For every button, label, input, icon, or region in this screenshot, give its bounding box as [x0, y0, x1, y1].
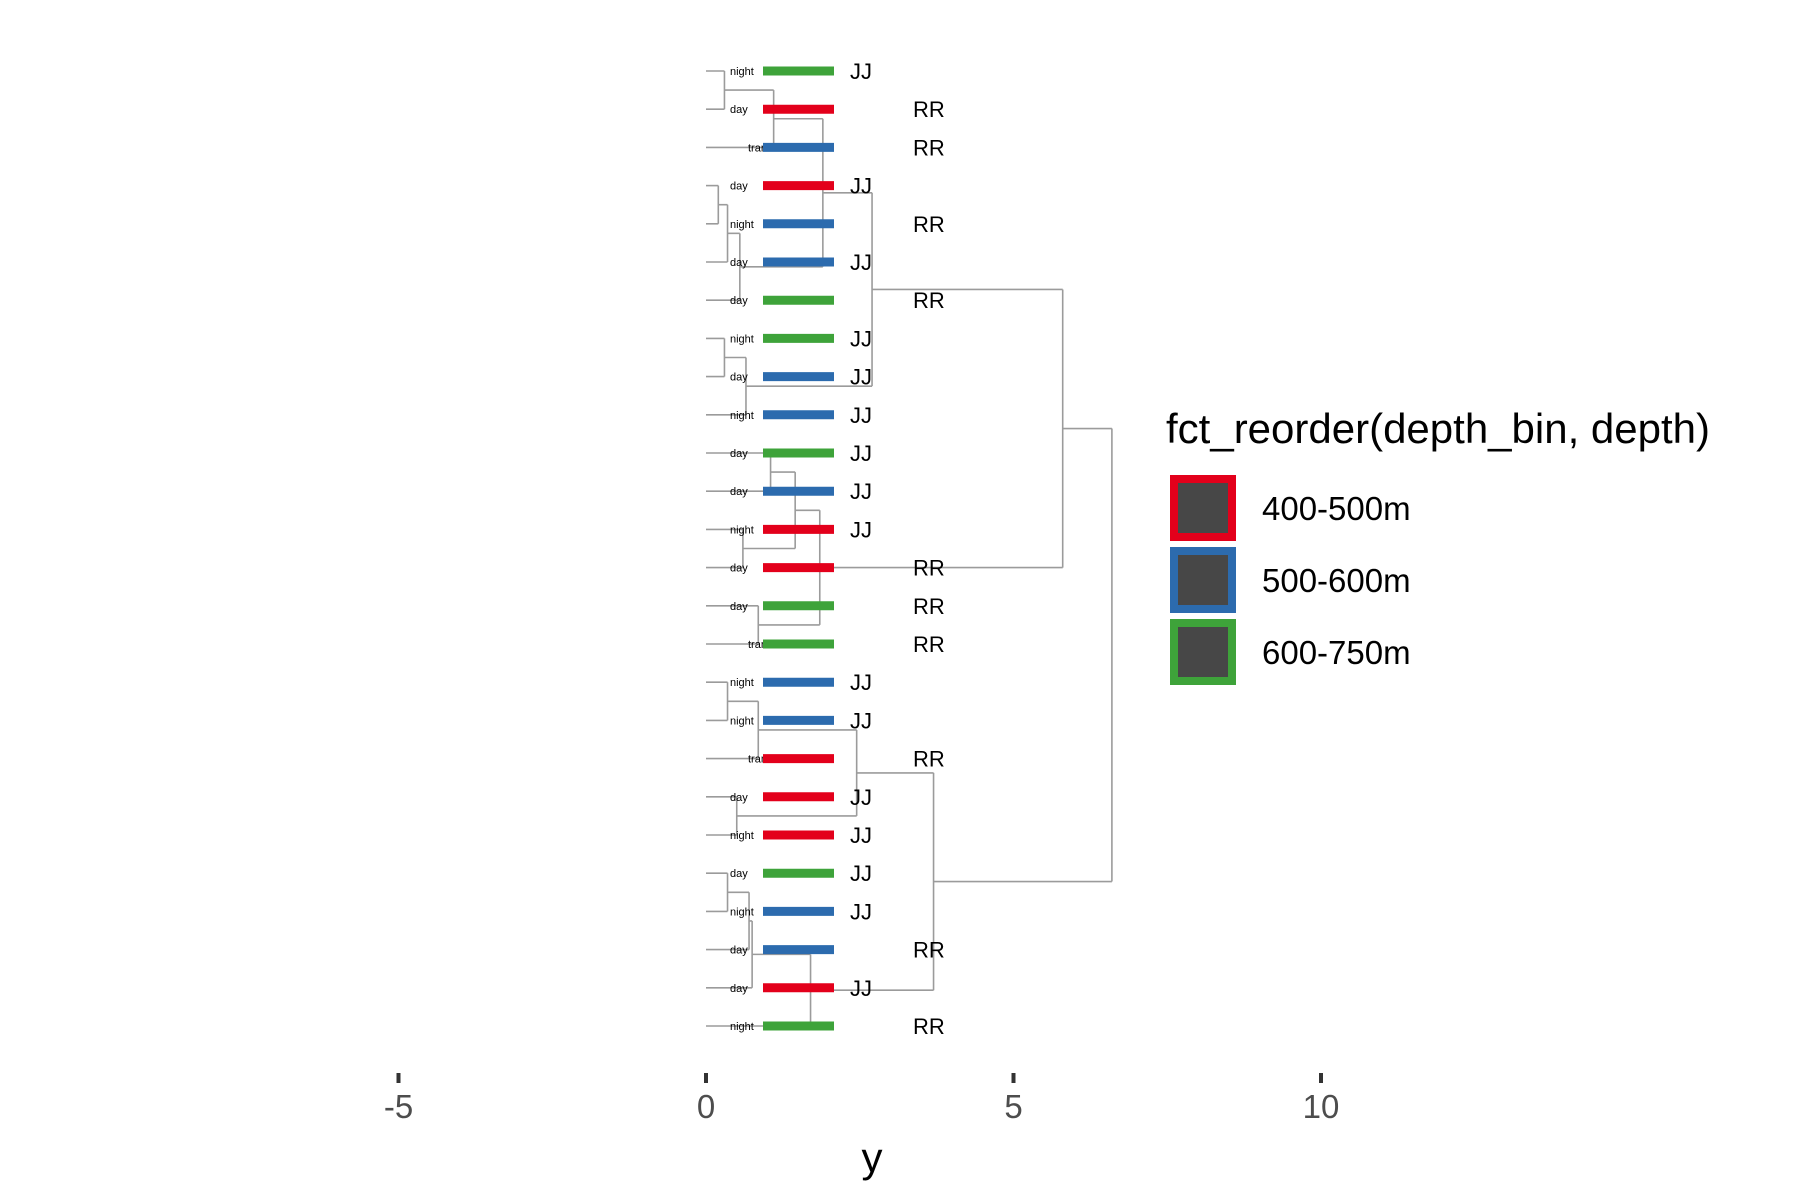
x-axis-tick-label: 10 — [1303, 1088, 1340, 1125]
site-label: RR — [913, 1014, 945, 1039]
site-label: JJ — [850, 403, 872, 428]
site-label: JJ — [850, 899, 872, 924]
site-label: RR — [913, 135, 945, 160]
site-label: JJ — [850, 441, 872, 466]
leaf-label: day — [730, 181, 748, 193]
site-label: JJ — [850, 976, 872, 1001]
legend-key-fill — [1178, 555, 1228, 605]
site-label: RR — [913, 288, 945, 313]
site-label: RR — [913, 938, 945, 963]
site-label: JJ — [850, 785, 872, 810]
site-label: JJ — [850, 59, 872, 84]
leaf-label: day — [730, 486, 748, 498]
leaf-label: day — [730, 372, 748, 384]
leaf-label: night — [730, 906, 754, 918]
x-axis-ticks: 10 5 0 -5 — [384, 1073, 1340, 1125]
leaf-label: night — [730, 66, 754, 78]
leaf-label: day — [730, 868, 748, 880]
dendrogram-branches — [706, 70, 1113, 1027]
leaf-label: night — [730, 677, 754, 689]
legend-label: 400-500m — [1262, 490, 1411, 527]
legend-label: 600-750m — [1262, 634, 1411, 671]
leaf-label: day — [730, 563, 748, 575]
leaf-label: night — [730, 1021, 754, 1033]
site-label: JJ — [850, 861, 872, 886]
leaf-label: night — [730, 524, 754, 536]
leaf-label: night — [730, 410, 754, 422]
x-axis-tick-label: 5 — [1004, 1088, 1022, 1125]
site-label: RR — [913, 212, 945, 237]
leaf-label: day — [730, 257, 748, 269]
site-label: JJ — [850, 365, 872, 390]
x-axis-title: y — [862, 1134, 883, 1181]
site-label: JJ — [850, 708, 872, 733]
x-axis-tick-label: -5 — [384, 1088, 413, 1125]
leaf-label: day — [730, 448, 748, 460]
site-label: RR — [913, 556, 945, 581]
site-label: JJ — [850, 250, 872, 275]
leaf-label: day — [730, 792, 748, 804]
leaf-label: night — [730, 219, 754, 231]
leaf-label: night — [730, 333, 754, 345]
site-label: JJ — [850, 174, 872, 199]
x-axis-tick-label: 0 — [697, 1088, 715, 1125]
legend: fct_reorder(depth_bin, depth) 400-500m 50… — [1166, 405, 1710, 685]
site-label: JJ — [850, 823, 872, 848]
site-label: RR — [913, 97, 945, 122]
legend-label: 500-600m — [1262, 562, 1411, 599]
site-label: RR — [913, 747, 945, 772]
leaf-label: day — [730, 601, 748, 613]
leaf-label: night — [730, 830, 754, 842]
site-label: JJ — [850, 326, 872, 351]
site-label: JJ — [850, 517, 872, 542]
site-label: RR — [913, 594, 945, 619]
leaf-label: day — [730, 945, 748, 957]
site-label: RR — [913, 632, 945, 657]
leaf-label: night — [730, 715, 754, 727]
legend-title: fct_reorder(depth_bin, depth) — [1166, 405, 1710, 452]
legend-key-fill — [1178, 627, 1228, 677]
dendrogram-leaves: nightJJdayRRtransitionRRdayJJnightRRdayJ… — [730, 59, 945, 1039]
leaf-label: day — [730, 983, 748, 995]
leaf-label: day — [730, 295, 748, 307]
legend-key-fill — [1178, 483, 1228, 533]
x-axis: 10 5 0 -5 y — [384, 1073, 1340, 1181]
leaf-label: day — [730, 104, 748, 116]
site-label: JJ — [850, 479, 872, 504]
site-label: JJ — [850, 670, 872, 695]
legend-items: 400-500m 500-600m 600-750m — [1170, 475, 1411, 685]
